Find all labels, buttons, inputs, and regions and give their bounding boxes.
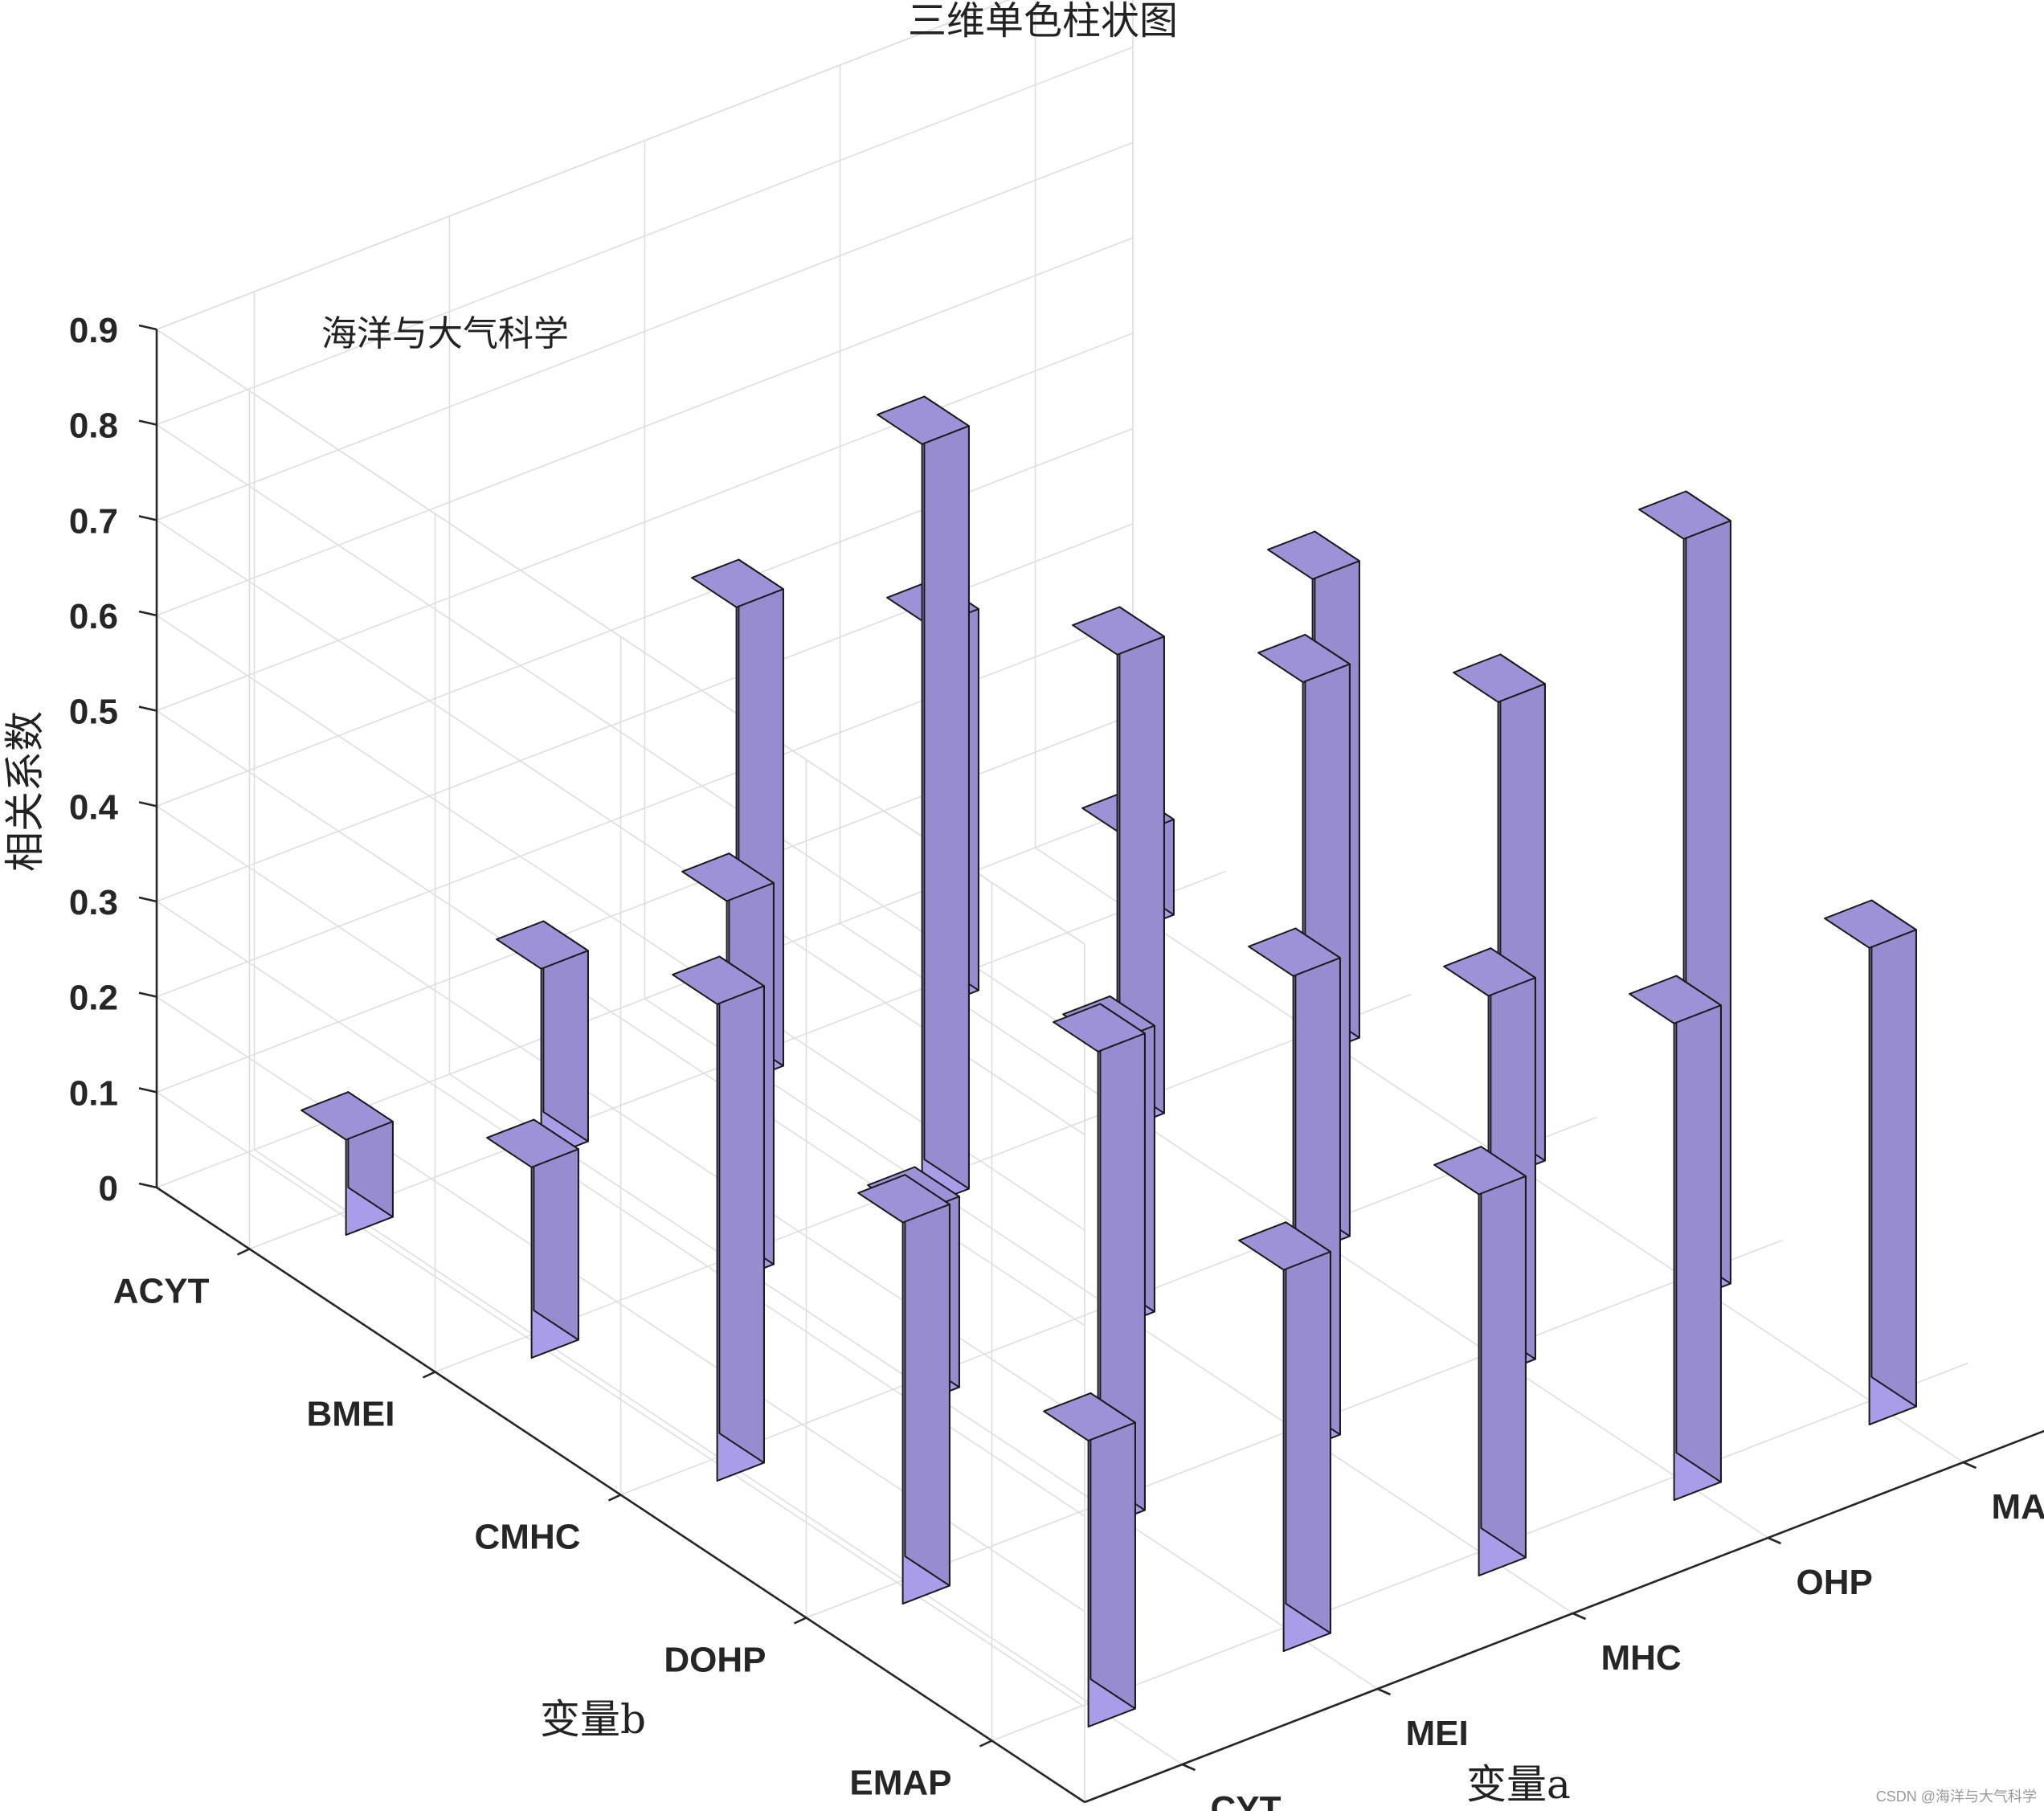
bar-top-face [877, 395, 970, 445]
bar [1629, 975, 1722, 1502]
bar [1824, 899, 1917, 1426]
bars-layer [300, 395, 1917, 1728]
z-tick-label: 0.5 [69, 693, 118, 732]
chart-title: 三维单色柱状图 [908, 0, 1178, 43]
grid-box-edge [156, 0, 1011, 330]
z-tick [138, 991, 157, 998]
bar-top-face [496, 920, 589, 970]
x-tick-label: MEI [1406, 1714, 1469, 1753]
bar-top-face [857, 1174, 950, 1224]
x-tick-label: MHC [1601, 1638, 1682, 1678]
labels-layer: 0 0.1 0.2 0.3 0.4 0.5 0.6 0.7 0.8 0.9 ACYT BMEI CMHC… [69, 311, 2044, 1811]
bar-top-face [300, 1091, 394, 1141]
bar [300, 1091, 394, 1237]
bar [1433, 1146, 1527, 1577]
x-tick [1376, 1687, 1392, 1696]
bar-top-face [1433, 1146, 1527, 1196]
bar-top-face [1638, 490, 1731, 540]
y-tick-label: CMHC [475, 1518, 581, 1557]
y-axis-label: 变量b [540, 1696, 646, 1743]
y-tick-label: EMAP [849, 1764, 951, 1803]
z-tick [138, 801, 157, 807]
y-tick [979, 1739, 993, 1748]
bar [486, 1118, 579, 1359]
bar-side-face [904, 1174, 950, 1587]
x-axis-line [1084, 1429, 2044, 1804]
z-tick-label: 0.9 [69, 311, 118, 350]
bar-top-face [1053, 1003, 1146, 1053]
bar-top-face [1443, 947, 1536, 997]
z-tick [138, 896, 157, 903]
z-tick [138, 705, 157, 712]
bar [857, 1174, 950, 1605]
y-tick [236, 1248, 251, 1256]
x-tick [1181, 1763, 1196, 1772]
y-tick [422, 1371, 436, 1379]
bar [1053, 1003, 1146, 1530]
z-tick-label: 0.1 [69, 1073, 118, 1113]
y-axis-label-text: 变量b [540, 1696, 646, 1743]
z-tick-label: 0.2 [69, 979, 118, 1018]
z-tick [138, 1087, 157, 1094]
bar [1072, 606, 1165, 1133]
z-tick-label: 0 [99, 1169, 118, 1208]
z-tick [138, 515, 157, 521]
bar-side-face [718, 955, 765, 1464]
bar [1043, 1392, 1136, 1728]
bar-side-face [923, 395, 970, 1190]
z-tick-label: 0.7 [69, 501, 118, 541]
axes-layer [138, 324, 2044, 1804]
y-tick-label: DOHP [664, 1641, 766, 1680]
x-tick-label: OHP [1797, 1563, 1873, 1602]
z-tick [138, 610, 157, 617]
bar-side-face [1870, 899, 1917, 1408]
x-tick [1767, 1536, 1782, 1545]
y-tick-label: BMEI [307, 1395, 395, 1434]
bar-top-face [1453, 653, 1546, 703]
z-tick-label: 0.6 [69, 597, 118, 636]
bar-side-face [1675, 975, 1722, 1483]
x-tick-label: MAP [1992, 1487, 2044, 1527]
bar-top-face [1043, 1392, 1136, 1442]
x-tick-label: CYT [1211, 1789, 1282, 1811]
bar [1238, 1221, 1331, 1653]
x-axis-label: 变量a [1466, 1761, 1571, 1808]
z-tick-label: 0.8 [69, 407, 118, 446]
y-tick [793, 1617, 807, 1625]
x-tick [1962, 1461, 1977, 1470]
z-axis-label: 相关系数 [2, 711, 48, 872]
bar-top-face [1248, 927, 1341, 977]
bar [496, 920, 589, 1161]
z-tick [138, 1182, 157, 1189]
bar-top-face [486, 1118, 579, 1168]
bar-top-face [1238, 1221, 1331, 1271]
z-tick-label: 0.3 [69, 883, 118, 922]
y-tick [607, 1494, 622, 1502]
bar-side-face [1480, 1146, 1527, 1559]
bar-top-face [1629, 975, 1722, 1024]
z-tick [138, 419, 157, 426]
bar-side-face [1285, 1221, 1331, 1634]
y-tick-label: ACYT [113, 1272, 210, 1311]
z-tick-label: 0.4 [69, 787, 119, 827]
watermark: CSDN @海洋与大气科学 [1876, 1789, 2037, 1805]
bar-top-face [691, 558, 784, 608]
z-tick [138, 324, 157, 331]
bar-side-face [1089, 1392, 1136, 1710]
bar-top-face [1072, 606, 1165, 656]
bar-top-face [1257, 633, 1351, 684]
bar [672, 955, 765, 1482]
bar-top-face [672, 955, 765, 1005]
x-tick [1572, 1612, 1587, 1621]
bar-top-face [1824, 899, 1917, 949]
chart-annotation: 海洋与大气科学 [321, 313, 569, 354]
bar-top-face [681, 852, 775, 902]
bar [877, 395, 970, 1208]
bar-top-face [1267, 530, 1360, 580]
x-axis-label-text: 变量a [1466, 1761, 1571, 1808]
